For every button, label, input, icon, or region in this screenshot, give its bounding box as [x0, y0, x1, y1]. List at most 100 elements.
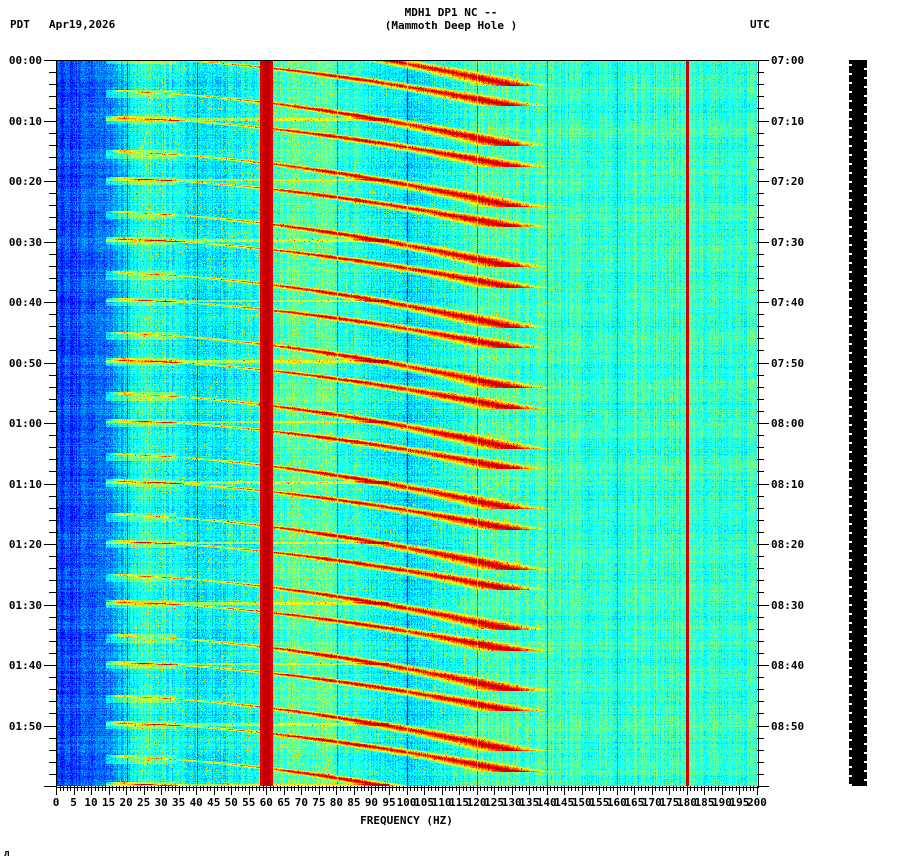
time-label-right: 07:40 — [771, 296, 805, 309]
colorbar-notch — [849, 208, 852, 210]
time-tick-left — [49, 713, 56, 714]
frequency-tick — [424, 786, 425, 795]
frequency-tick — [165, 786, 166, 791]
page-title: MDH1 DP1 NC -- — [404, 6, 498, 19]
frequency-tick — [312, 786, 313, 791]
colorbar-notch — [849, 172, 852, 174]
frequency-label: 195 — [729, 796, 750, 809]
colorbar-notch — [864, 122, 867, 124]
colorbar-notch — [864, 536, 867, 538]
colorbar-notch — [864, 572, 867, 574]
frequency-tick — [238, 786, 239, 791]
frequency-tick — [578, 786, 579, 791]
frequency-label: 200 — [747, 796, 767, 809]
colorbar-notch — [849, 361, 852, 363]
frequency-tick — [435, 786, 436, 791]
colorbar-notch — [849, 757, 852, 759]
time-tick-right — [757, 617, 764, 618]
colorbar-notch — [849, 145, 852, 147]
colorbar-notch — [864, 302, 867, 304]
frequency-tick — [277, 786, 278, 791]
frequency-tick — [81, 786, 82, 791]
frequency-tick — [522, 786, 523, 791]
time-tick-right — [757, 447, 764, 448]
colorbar-notch — [849, 514, 852, 516]
frequency-label: 105 — [414, 796, 434, 809]
frequency-label: 125 — [484, 796, 505, 809]
colorbar-notch — [864, 203, 867, 205]
time-tick-left — [49, 157, 56, 158]
frequency-tick — [554, 786, 555, 791]
frequency-tick — [354, 786, 355, 795]
frequency-tick — [319, 786, 320, 795]
time-tick-left — [49, 96, 56, 97]
frequency-label: 130 — [501, 796, 522, 809]
frequency-tick — [498, 786, 499, 791]
time-label-right: 08:20 — [771, 538, 805, 551]
colorbar-notch — [849, 748, 852, 750]
frequency-tick — [336, 786, 337, 795]
time-tick-left — [49, 217, 56, 218]
frequency-tick — [491, 786, 492, 791]
time-tick-right — [757, 84, 764, 85]
frequency-tick — [603, 786, 604, 791]
frequency-tick — [736, 786, 737, 791]
frequency-tick — [375, 786, 376, 791]
frequency-tick — [280, 786, 281, 791]
colorbar — [849, 60, 867, 790]
frequency-tick — [508, 786, 509, 791]
time-tick-left — [49, 471, 56, 472]
time-label-left: 01:40 — [8, 659, 42, 672]
frequency-tick — [501, 786, 502, 791]
time-tick-right — [757, 411, 764, 412]
time-label-right: 08:30 — [771, 598, 805, 612]
time-tick-left — [49, 350, 56, 351]
colorbar-notch — [864, 194, 867, 196]
colorbar-notch — [849, 442, 852, 444]
frequency-tick — [589, 786, 590, 791]
colorbar-notch — [849, 604, 852, 606]
colorbar-notch — [849, 136, 852, 138]
frequency-tick — [585, 786, 586, 791]
frequency-tick — [228, 786, 229, 791]
colorbar-notch — [849, 712, 852, 714]
frequency-label: 0 — [52, 796, 60, 809]
frequency-tick — [624, 786, 625, 791]
colorbar-notch — [849, 271, 852, 273]
time-tick-left — [49, 641, 56, 642]
frequency-tick — [487, 786, 488, 791]
colorbar-notch — [849, 82, 852, 84]
colorbar-notch — [849, 784, 852, 786]
frequency-tick — [515, 786, 516, 791]
time-tick-right — [757, 242, 769, 243]
time-tick-right — [757, 314, 764, 315]
frequency-tick — [512, 786, 513, 795]
colorbar-notch — [849, 622, 852, 624]
frequency-tick — [410, 786, 411, 791]
spectrogram-plot[interactable] — [56, 60, 757, 786]
spectrogram-canvas[interactable] — [56, 60, 757, 786]
frequency-tick — [396, 786, 397, 791]
frequency-label: 30 — [154, 796, 168, 809]
colorbar-notch — [864, 509, 867, 511]
frequency-tick — [456, 786, 457, 791]
colorbar-notch — [849, 118, 852, 120]
time-tick-right — [757, 665, 769, 666]
frequency-tick — [729, 786, 730, 791]
frequency-label: 15 — [101, 796, 116, 809]
frequency-tick — [582, 786, 583, 795]
frequency-tick — [207, 786, 208, 791]
time-tick-left — [49, 338, 56, 339]
frequency-tick — [655, 786, 656, 791]
frequency-tick — [718, 786, 719, 791]
frequency-tick — [638, 786, 639, 791]
time-tick-right — [757, 568, 764, 569]
time-tick-left — [44, 786, 56, 787]
frequency-tick — [91, 786, 92, 795]
frequency-tick — [701, 786, 702, 791]
colorbar-notch — [864, 329, 867, 331]
colorbar-notch — [864, 401, 867, 403]
time-tick-right — [757, 157, 764, 158]
time-tick-left — [49, 568, 56, 569]
colorbar-notch — [849, 451, 852, 453]
